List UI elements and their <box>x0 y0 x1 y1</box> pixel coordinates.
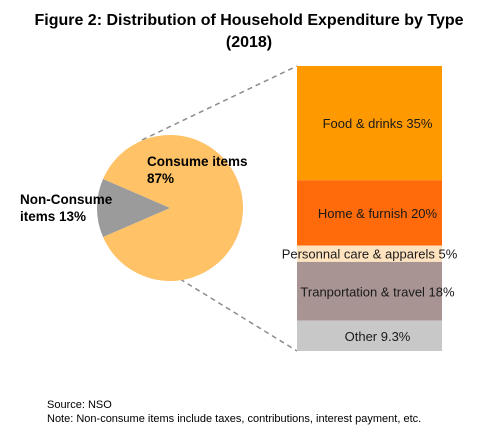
stacked-bar: Food & drinks 35% Home & furnish 20% Perso… <box>282 66 458 351</box>
footnote: Note: Non-consume items include taxes, c… <box>47 413 422 425</box>
bar-segment-label-4: Other 9.3% <box>345 329 411 344</box>
title-line-1: Figure 2: Distribution of Household Expe… <box>34 12 464 29</box>
chart-notes: Source: NSO Note: Non-consume items incl… <box>47 398 421 426</box>
pie-label-non-consume-items: Non-Consume items 13% <box>20 192 113 224</box>
bar-segment-4 <box>297 320 442 351</box>
pie-labels: Consume items 87% Non-Consume items 13% <box>20 154 248 224</box>
pie-slice-consume-items <box>103 135 243 281</box>
title-line-2: (2018) <box>225 34 273 51</box>
bar-segment-2 <box>297 245 442 262</box>
bar-segment-1 <box>297 180 442 246</box>
connector-line-bottom <box>179 278 298 352</box>
bar-segment-label-0: Food & drinks 35% <box>323 116 433 131</box>
source-note: Source: NSO <box>47 399 112 411</box>
chart-title: Figure 2: Distribution of Household Expe… <box>0 10 498 54</box>
pie-label-consume-items: Consume items 87% <box>147 154 248 186</box>
connector-lines <box>141 65 298 352</box>
bar-segment-label-2: Personnal care & apparels 5% <box>282 247 458 262</box>
bar-segment-0 <box>297 66 442 181</box>
bar-segment-3 <box>297 261 442 321</box>
bar-segment-label-1: Home & furnish 20% <box>318 206 438 221</box>
pie <box>96 135 243 281</box>
connector-line-top <box>141 65 298 141</box>
bar-segment-label-3: Tranportation & travel 18% <box>300 284 455 299</box>
pie-slice-non-consume-items <box>96 179 170 237</box>
